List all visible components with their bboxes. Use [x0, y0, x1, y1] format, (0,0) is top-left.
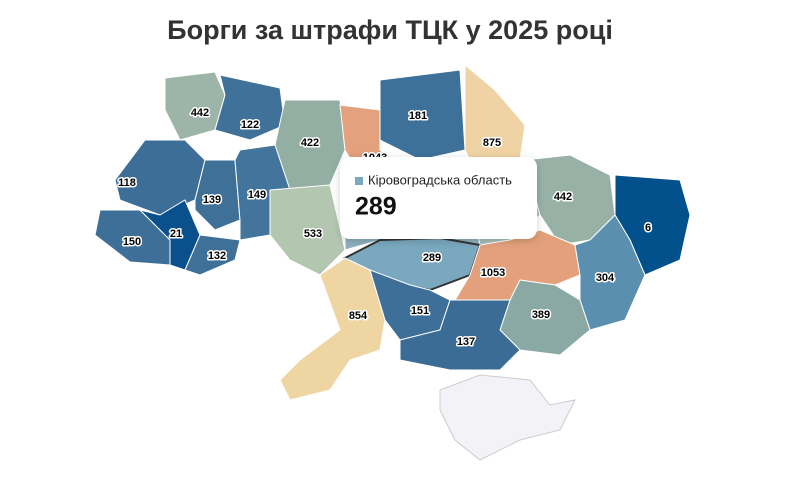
region-value-label: 6 [645, 222, 651, 234]
region-value-label: 422 [301, 137, 319, 149]
region-value-label: 149 [248, 189, 266, 201]
tooltip-box [340, 157, 537, 239]
region-value-label: 139 [203, 194, 221, 206]
region-value-label: 442 [191, 107, 209, 119]
region [574, 214, 646, 331]
region-value-label: 137 [457, 336, 475, 348]
regions [94, 63, 691, 401]
region-value-label: 21 [170, 228, 182, 240]
tooltip-marker [355, 177, 363, 185]
region-value-label: 304 [596, 272, 615, 284]
region [184, 234, 241, 276]
title: Борги за штрафи ТЦК у 2025 році [167, 15, 613, 45]
region-value-label: 122 [241, 119, 259, 131]
region [214, 74, 286, 141]
region-value-label: 132 [208, 250, 226, 262]
region-value-label: 875 [483, 137, 501, 149]
region-value-label: 389 [532, 309, 550, 321]
region-value-label: 181 [409, 110, 427, 122]
tooltip-name: Кіровоградська область [368, 172, 512, 187]
region-value-label: 118 [118, 177, 136, 189]
tooltip: Кіровоградська область 289 [340, 157, 537, 239]
region-value-label: 533 [304, 228, 322, 240]
region [399, 299, 521, 371]
region-value-label: 854 [349, 310, 368, 322]
region-value-label: 442 [554, 191, 572, 203]
region-value-label: 151 [411, 305, 429, 317]
crimea [439, 374, 576, 461]
region [279, 257, 386, 401]
tooltip-value: 289 [355, 193, 397, 221]
region-value-label: 150 [123, 236, 141, 248]
region-value-label: 289 [423, 252, 441, 264]
region-value-label: 1053 [481, 267, 505, 279]
